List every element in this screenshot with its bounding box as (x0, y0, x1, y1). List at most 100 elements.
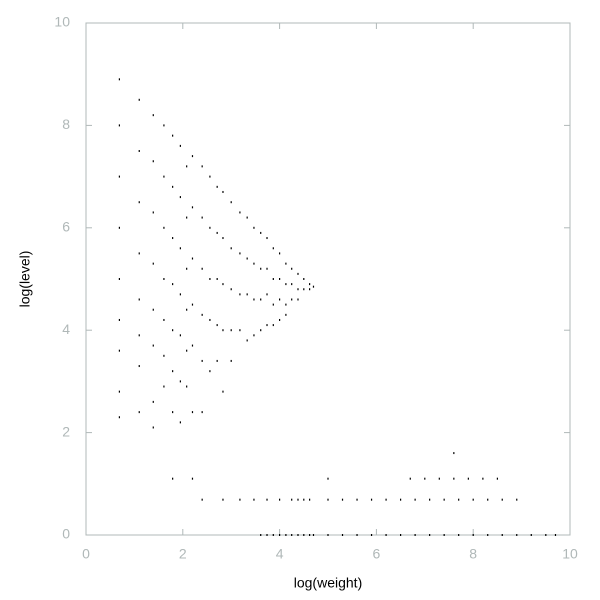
point (118, 416, 120, 419)
point (209, 318, 211, 321)
point (414, 534, 416, 536)
point (222, 390, 224, 393)
point (201, 359, 203, 362)
point (453, 452, 455, 455)
point (303, 288, 305, 291)
point (191, 411, 194, 414)
point (172, 185, 174, 188)
point (327, 477, 329, 480)
point (201, 165, 203, 168)
point (118, 78, 120, 81)
point (172, 477, 174, 480)
point (239, 252, 241, 255)
point (216, 359, 218, 362)
point (272, 278, 274, 280)
x-tick-label: 8 (469, 546, 477, 562)
point (253, 226, 255, 229)
point (260, 298, 262, 301)
point (297, 534, 299, 536)
point (118, 175, 120, 178)
point (179, 421, 181, 424)
point (309, 283, 311, 286)
point (201, 267, 203, 270)
point (239, 293, 241, 296)
point (285, 534, 287, 536)
point (438, 477, 440, 480)
point (230, 201, 232, 204)
point (191, 257, 194, 260)
point (309, 288, 311, 291)
y-tick-label: 6 (62, 219, 70, 235)
point (303, 278, 305, 280)
point (291, 267, 293, 270)
point (279, 298, 281, 301)
point (530, 534, 532, 536)
point (400, 534, 402, 536)
point (303, 534, 305, 536)
point (246, 216, 248, 219)
point (279, 534, 281, 536)
point (163, 278, 165, 280)
point (216, 185, 218, 188)
point (253, 262, 255, 265)
point (152, 308, 154, 311)
point (172, 237, 174, 240)
point (118, 124, 120, 127)
point (370, 498, 373, 501)
y-tick-label: 2 (62, 423, 70, 439)
point (138, 411, 140, 414)
point (222, 329, 224, 332)
point (138, 298, 140, 301)
point (285, 262, 287, 265)
point (163, 354, 165, 357)
point (239, 498, 241, 501)
point (186, 349, 188, 352)
point (279, 318, 281, 321)
point (297, 272, 299, 275)
point (179, 293, 181, 296)
point (472, 534, 474, 536)
point (239, 329, 241, 332)
point (172, 370, 174, 373)
point (312, 285, 315, 288)
point (487, 498, 489, 501)
point (356, 534, 358, 536)
point (209, 370, 211, 373)
point (239, 211, 241, 214)
point (186, 385, 188, 388)
point (216, 278, 218, 280)
point (414, 498, 416, 501)
point (172, 411, 174, 414)
point (429, 534, 431, 536)
point (385, 534, 387, 536)
x-axis-label: log(weight) (294, 575, 362, 591)
point (279, 252, 281, 255)
point (356, 498, 358, 501)
point (309, 498, 311, 501)
point (179, 334, 181, 337)
point (303, 498, 305, 501)
point (266, 267, 268, 270)
x-tick-label: 2 (179, 546, 187, 562)
point (201, 411, 203, 414)
point (186, 267, 188, 270)
point (516, 534, 518, 536)
point (201, 498, 203, 501)
point (429, 498, 431, 501)
point (297, 498, 299, 501)
point (246, 339, 248, 342)
point (152, 114, 154, 117)
point (191, 155, 194, 158)
point (191, 206, 194, 209)
point (297, 298, 299, 301)
point (138, 365, 140, 368)
point (385, 498, 387, 501)
point (472, 498, 474, 501)
point (230, 359, 232, 362)
point (341, 534, 344, 536)
point (272, 303, 274, 306)
point (163, 226, 165, 229)
point (179, 144, 181, 147)
point (216, 324, 218, 327)
point (163, 318, 165, 321)
